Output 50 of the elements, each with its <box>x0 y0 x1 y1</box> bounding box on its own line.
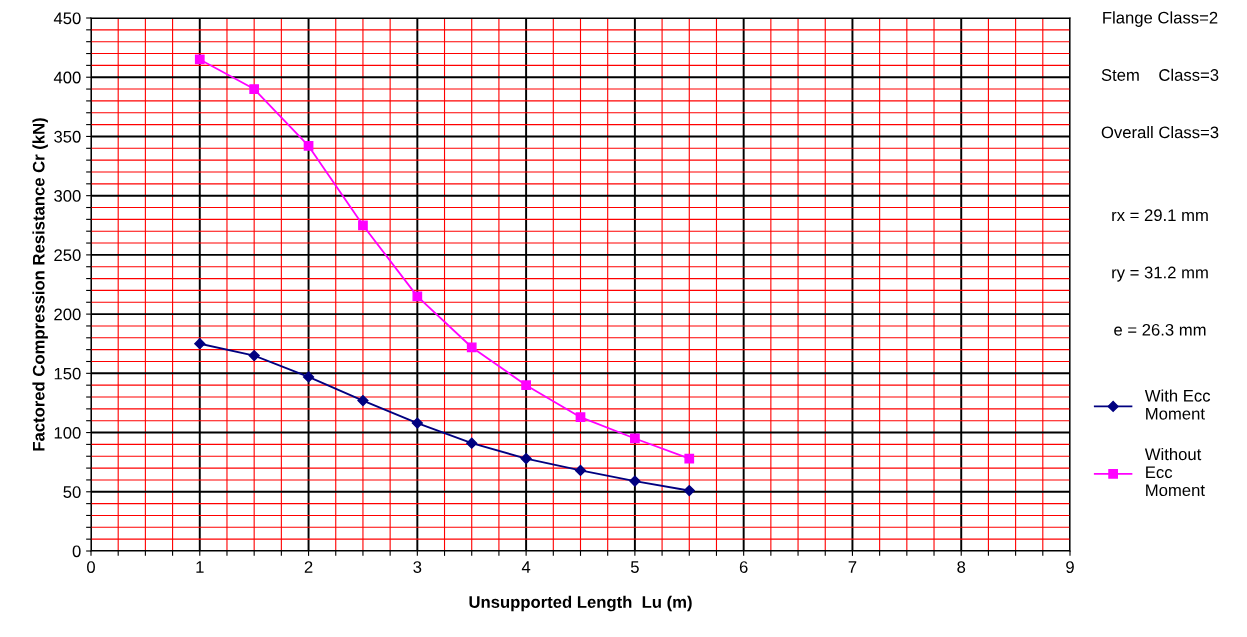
point <box>466 342 477 353</box>
text: Flange Class=2 <box>1103 11 1218 27</box>
point <box>520 453 532 465</box>
y-tick-label: 200 <box>54 308 81 321</box>
point <box>629 475 641 487</box>
point <box>575 412 586 423</box>
legend-label: With Ecc Moment <box>1144 389 1211 420</box>
y-tick-label: 250 <box>54 249 81 262</box>
x-tick-label: 9 <box>1066 561 1074 573</box>
y-tick-label: 400 <box>53 71 81 84</box>
point <box>630 433 640 444</box>
x-tick-label: 1 <box>196 561 204 573</box>
point <box>302 371 315 383</box>
x-tick-label: 4 <box>521 561 531 573</box>
y-tick-label: 100 <box>54 426 81 439</box>
point <box>358 220 368 231</box>
x-tick-label: 8 <box>957 561 966 573</box>
legend-label: Without Ecc Moment <box>1144 447 1205 497</box>
x-tick-label: 2 <box>304 561 313 573</box>
x-tick-label: 3 <box>413 561 422 573</box>
point <box>248 349 260 362</box>
text: rx = 29.1 mm <box>1112 209 1208 222</box>
text: e = 26.3 mm <box>1114 323 1206 336</box>
y-tick-label: 350 <box>54 130 81 143</box>
point <box>684 453 695 464</box>
x-tick-label: 7 <box>848 561 857 573</box>
point <box>249 84 260 94</box>
y-tick-label: 300 <box>54 190 81 202</box>
x-tick-label: 5 <box>630 561 639 573</box>
text: Stem Class=3 <box>1101 68 1219 81</box>
point <box>412 291 423 302</box>
x-axis-title: Unsupported Length Lu (m) <box>469 595 692 612</box>
y-tick-label: 150 <box>54 367 81 380</box>
point <box>194 54 205 65</box>
point <box>574 464 587 477</box>
x-tick-label: 0 <box>87 561 95 573</box>
text: Overall Class=3 <box>1101 126 1219 139</box>
y-tick-label: 0 <box>72 545 81 558</box>
point <box>411 417 423 429</box>
point <box>357 394 369 407</box>
x-tick-label: 6 <box>739 561 748 573</box>
y-tick-label: 450 <box>53 12 81 25</box>
point <box>683 484 695 497</box>
text: ry = 31.2 mm <box>1112 266 1208 282</box>
y-tick-label: 50 <box>63 486 81 498</box>
point <box>466 437 478 449</box>
point <box>303 141 314 151</box>
point <box>194 338 206 350</box>
point <box>521 380 531 391</box>
y-axis-title: Factored Compression Resistance Cr (kN) <box>32 118 48 451</box>
